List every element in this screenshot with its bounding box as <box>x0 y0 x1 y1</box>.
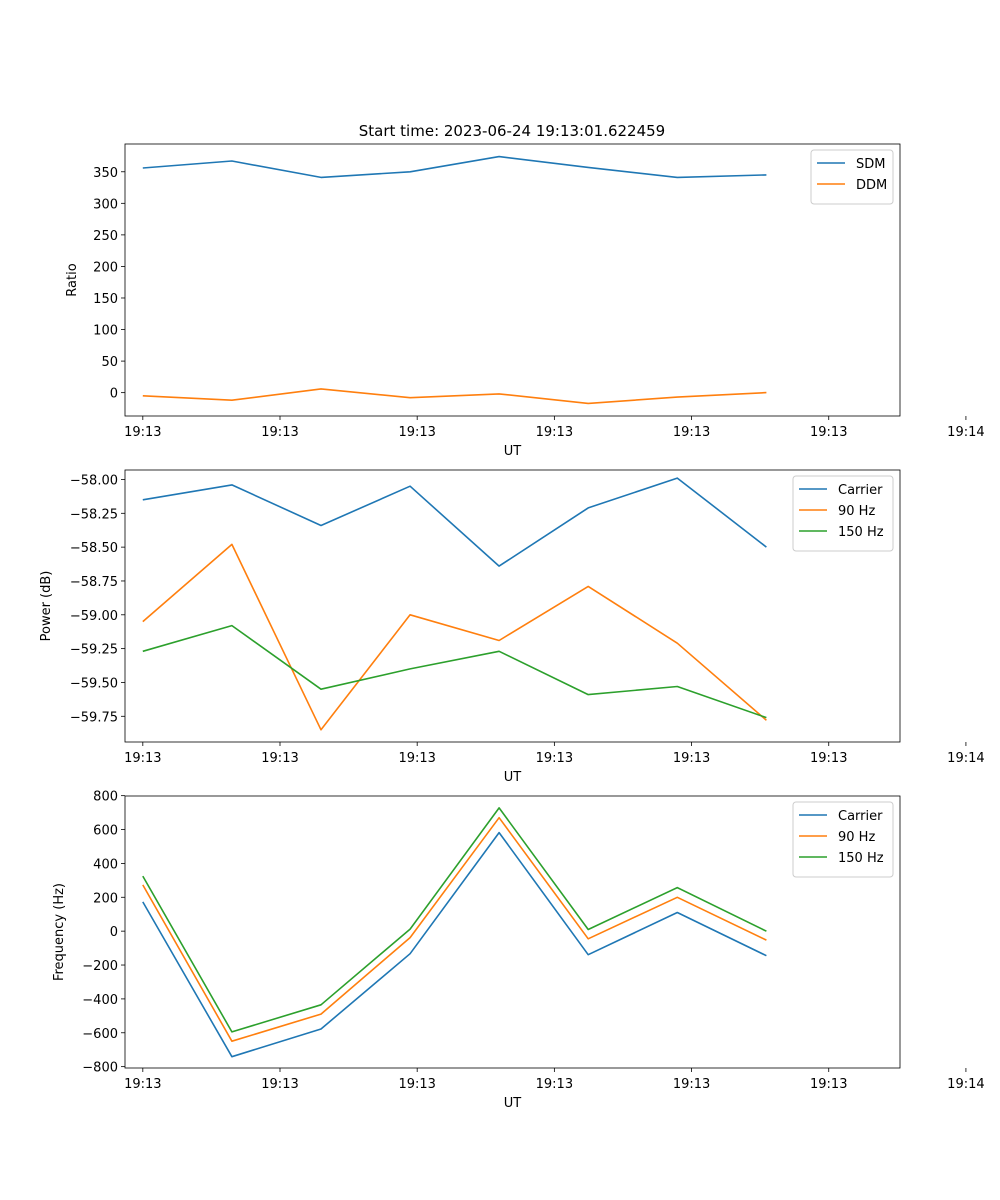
subplots: 19:13 19:13 19:13 19:13 19:13 19:13 19:14 0 50 10… <box>39 143 985 1111</box>
y-tick-label: 100 <box>93 324 118 339</box>
x-tick-label: 19:13 <box>124 1077 161 1092</box>
x-axis-label: UT <box>504 770 522 785</box>
x-tick-label: 19:13 <box>398 425 435 440</box>
y-tick-label: −59.50 <box>70 676 118 691</box>
y-tick-label: 50 <box>101 355 118 370</box>
y-tick-label: −800 <box>82 1061 118 1076</box>
subplot-1: 19:13 19:13 19:13 19:13 19:13 19:13 19:14 0 50 10… <box>65 143 985 459</box>
axes-frame <box>124 469 901 743</box>
y-tick-label: −400 <box>82 993 118 1008</box>
y-tick-label: 0 <box>110 387 118 402</box>
legend-label: 150 Hz <box>838 525 884 540</box>
x-tick-label: 19:13 <box>398 1077 435 1092</box>
x-tick-label: 19:13 <box>810 751 847 766</box>
y-axis-label: Ratio <box>65 263 80 296</box>
y-tick-label: 600 <box>93 824 118 839</box>
legend-box <box>792 475 894 552</box>
y-tick-label: 400 <box>93 857 118 872</box>
x-tick-label: 19:13 <box>124 425 161 440</box>
y-tick-label: 0 <box>110 925 118 940</box>
series-line-carrier <box>142 477 767 567</box>
x-tick-label: 19:13 <box>536 1077 573 1092</box>
legend: Carrier 90 Hz 150 Hz <box>792 475 894 552</box>
x-tick-label: 19:13 <box>673 425 710 440</box>
x-tick-label: 19:13 <box>398 751 435 766</box>
y-tick-label: 800 <box>93 790 118 805</box>
x-tick-label: 19:13 <box>261 425 298 440</box>
x-tick-label: 19:14 <box>947 1077 984 1092</box>
x-tick-label: 19:13 <box>536 425 573 440</box>
x-tick-label: 19:13 <box>536 751 573 766</box>
y-tick-label: 200 <box>93 891 118 906</box>
y-tick-label: −58.25 <box>70 507 118 522</box>
x-tick-label: 19:14 <box>947 751 984 766</box>
legend-label: 90 Hz <box>838 830 875 845</box>
y-tick-label: −58.00 <box>70 473 118 488</box>
legend-box <box>792 801 894 878</box>
series-group <box>142 807 767 1058</box>
y-axis-label: Power (dB) <box>39 571 54 642</box>
series-line-sdm <box>142 155 767 179</box>
series-group <box>142 155 767 405</box>
x-tick-label: 19:13 <box>673 1077 710 1092</box>
legend-label: 90 Hz <box>838 504 875 519</box>
legend-label: SDM <box>856 157 885 172</box>
y-tick-label: −58.75 <box>70 575 118 590</box>
x-tick-label: 19:13 <box>673 751 710 766</box>
subplot-2: 19:13 19:13 19:13 19:13 19:13 19:13 19:14 −58.0… <box>39 469 985 785</box>
axes-frame <box>124 795 901 1069</box>
x-tick-label: 19:14 <box>947 425 984 440</box>
legend-label: Carrier <box>838 809 883 824</box>
x-tick-label: 19:13 <box>261 751 298 766</box>
y-tick-label: 200 <box>93 260 118 275</box>
series-line-150-hz <box>142 807 767 1033</box>
y-tick-label: −58.50 <box>70 541 118 556</box>
x-tick-label: 19:13 <box>810 1077 847 1092</box>
series-line-90-hz <box>142 816 767 1042</box>
x-tick-label: 19:13 <box>261 1077 298 1092</box>
series-line-carrier <box>142 831 767 1058</box>
legend: Carrier 90 Hz 150 Hz <box>792 801 894 878</box>
y-tick-label: 350 <box>93 166 118 181</box>
series-line-ddm <box>142 388 767 405</box>
legend-label: DDM <box>856 178 887 193</box>
y-tick-label: 300 <box>93 197 118 212</box>
y-axis-label: Frequency (Hz) <box>52 883 67 981</box>
series-line-150-hz <box>142 624 767 719</box>
subplot-3: 19:13 19:13 19:13 19:13 19:13 19:13 19:14 −800 −… <box>52 790 985 1111</box>
y-tick-label: −200 <box>82 959 118 974</box>
y-tick-label: −59.00 <box>70 609 118 624</box>
x-tick-label: 19:13 <box>810 425 847 440</box>
y-tick-label: 150 <box>93 292 118 307</box>
figure-title: Start time: 2023-06-24 19:13:01.622459 <box>359 122 665 140</box>
axes-frame <box>124 143 901 417</box>
y-tick-label: −59.75 <box>70 710 118 725</box>
y-tick-label: −600 <box>82 1027 118 1042</box>
series-line-90-hz <box>142 543 767 731</box>
x-tick-label: 19:13 <box>124 751 161 766</box>
y-tick-label: −59.25 <box>70 643 118 658</box>
legend: SDM DDM <box>810 149 894 205</box>
x-axis-label: UT <box>504 1096 522 1111</box>
legend-label: 150 Hz <box>838 851 884 866</box>
legend-label: Carrier <box>838 483 883 498</box>
series-group <box>142 477 767 731</box>
x-axis-label: UT <box>504 444 522 459</box>
y-tick-label: 250 <box>93 229 118 244</box>
